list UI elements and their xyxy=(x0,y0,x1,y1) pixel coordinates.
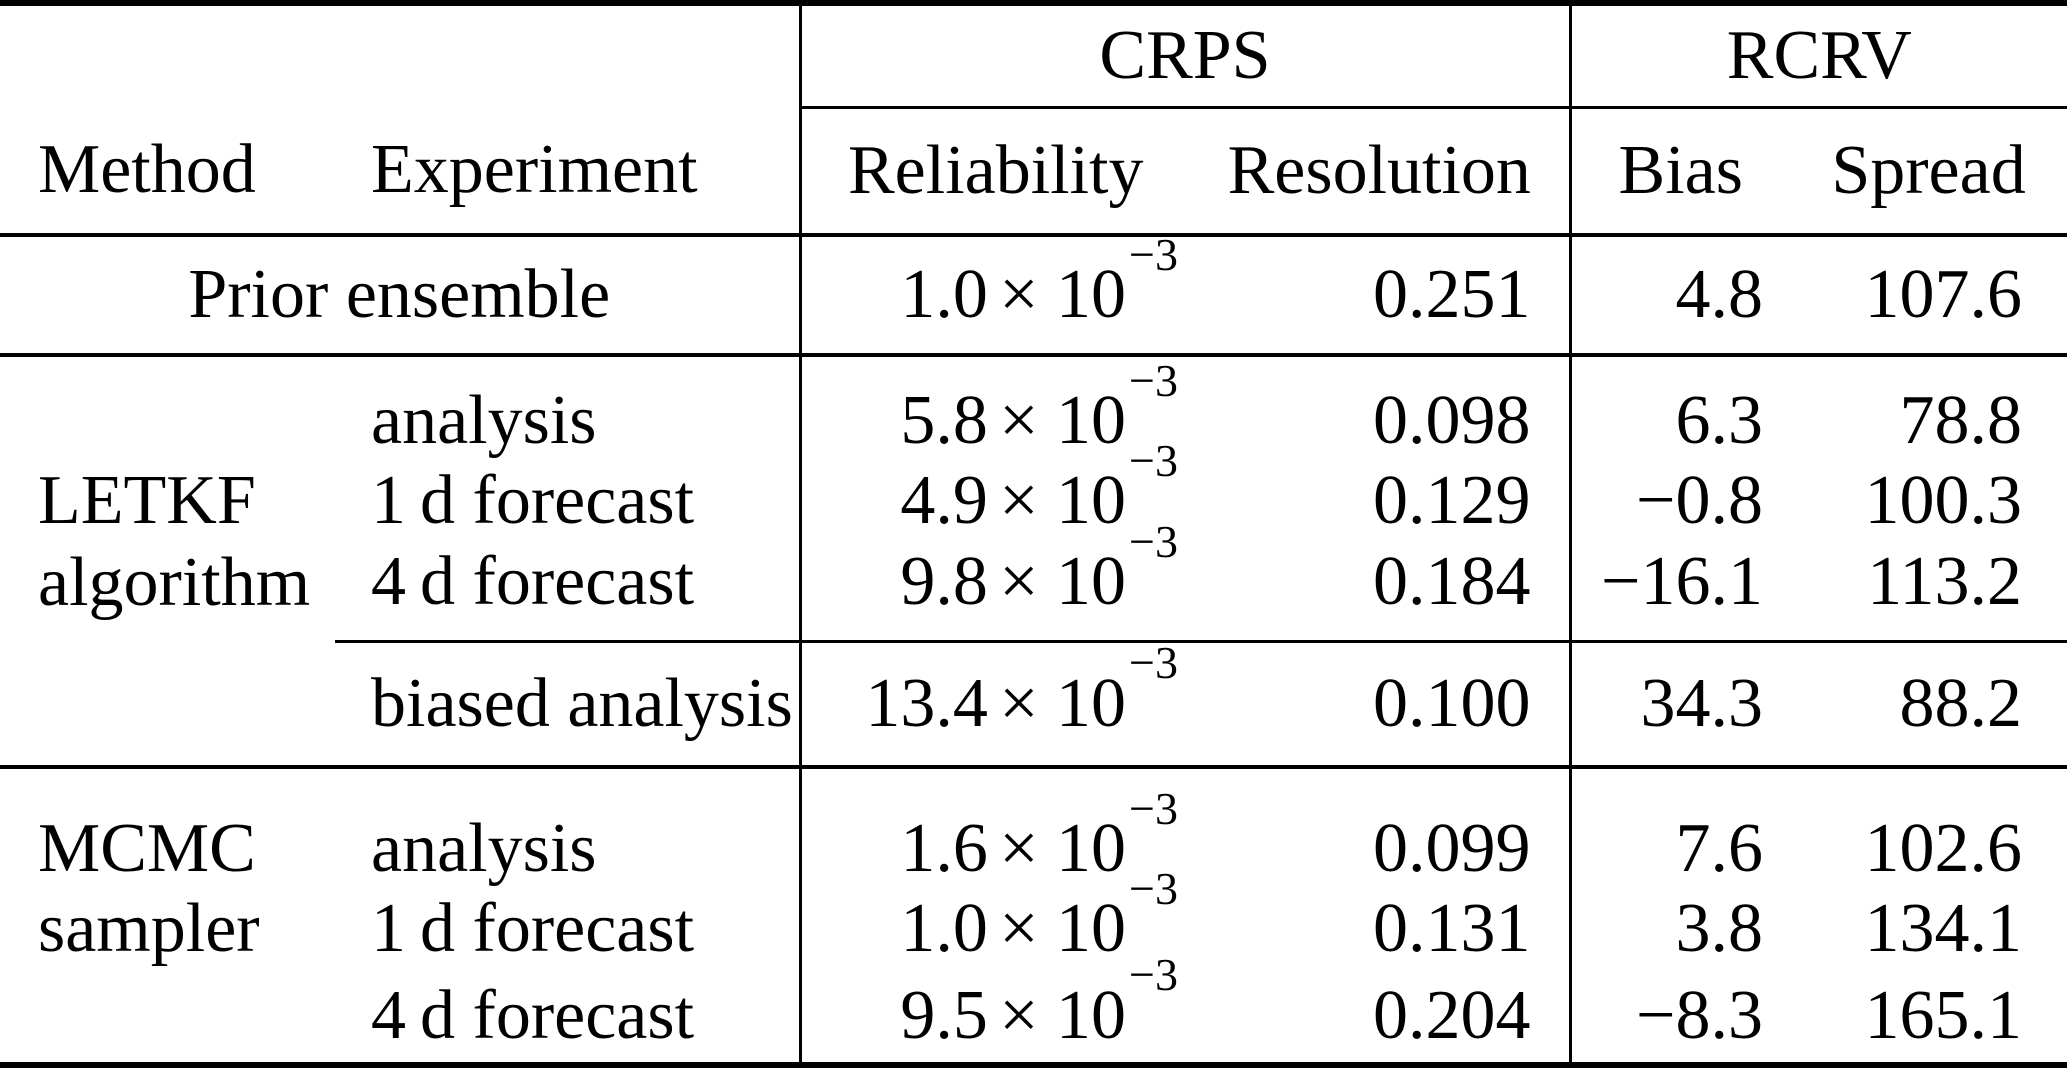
resolution-value: 0.098 xyxy=(1373,382,1531,459)
reliability-coefficient: 1.0 xyxy=(900,890,988,967)
col-header-resolution: Resolution xyxy=(1190,107,1570,237)
spread-value: 100.3 xyxy=(1864,462,2023,539)
times-ten: × 10 xyxy=(999,543,1127,621)
row-prior-ensemble: Prior ensemble 1.0 × 10−3 0.251 4.8 107.6 xyxy=(0,231,2067,357)
times-ten: × 10 xyxy=(999,976,1127,1054)
reliability-value: 9.8 × 10−3 xyxy=(798,518,1190,643)
resolution-value: 0.184 xyxy=(1190,541,1570,643)
spread-value: 134.1 xyxy=(1864,890,2023,967)
row-mcmc-analysis: MCMC analysis 1.6 × 10−3 0.099 7.6 102.6 xyxy=(0,767,2067,889)
reliability-value: 5.8 × 10−3 xyxy=(798,354,1190,461)
prior-ensemble-label: Prior ensemble xyxy=(0,235,800,357)
spread-value: 165.1 xyxy=(1864,976,2023,1054)
reliability-exponent: −3 xyxy=(1129,434,1178,486)
reliability-exponent: −3 xyxy=(1129,637,1178,689)
reliability-coefficient: 1.6 xyxy=(900,810,988,887)
times-ten: × 10 xyxy=(999,890,1127,967)
bias-value: 3.8 xyxy=(1568,889,1790,969)
reliability-value: 1.6 × 10−3 xyxy=(798,767,1190,889)
group-header-row: CRPS RCRV xyxy=(0,3,2067,109)
group-header-spacer xyxy=(0,3,800,107)
column-header-row: Method Experiment Reliability Resolution… xyxy=(0,107,2067,237)
spread-value: 88.2 xyxy=(1790,641,2067,769)
row-letkf-1d-forecast: LETKF 1 d forecast 4.9 × 10−3 0.129 −0.8 … xyxy=(0,437,2067,541)
spread-value: 113.2 xyxy=(1790,541,2067,643)
spread-value: 78.8 xyxy=(1899,382,2023,459)
method-label: sampler xyxy=(38,890,260,967)
experiment-label: analysis xyxy=(371,382,597,459)
method-label xyxy=(0,969,335,1065)
method-label xyxy=(0,355,335,461)
bias-value: 7.6 xyxy=(1568,767,1790,889)
reliability-value: 1.0 × 10−3 xyxy=(798,231,1190,357)
reliability-exponent: −3 xyxy=(1129,228,1178,280)
times-ten: × 10 xyxy=(999,256,1127,333)
bias-value: 34.3 xyxy=(1568,641,1790,769)
row-letkf-4d-forecast: algorithm 4 d forecast 9.8 × 10−3 0.184 −… xyxy=(0,518,2067,643)
method-label: LETKF xyxy=(38,462,256,539)
experiment-label: analysis xyxy=(371,810,597,887)
resolution-value: 0.100 xyxy=(1190,641,1570,769)
reliability-exponent: −3 xyxy=(1129,354,1178,406)
experiment-label: 1 d forecast xyxy=(371,462,695,539)
col-header-spread: Spread xyxy=(1790,107,2067,237)
col-header-experiment: Experiment xyxy=(335,107,800,237)
resolution-value: 0.099 xyxy=(1373,810,1531,887)
reliability-coefficient: 1.0 xyxy=(900,256,988,333)
method-label xyxy=(0,641,335,769)
reliability-coefficient: 4.9 xyxy=(900,462,988,539)
bias-value: 6.3 xyxy=(1568,355,1790,461)
method-label: MCMC xyxy=(38,810,256,887)
resolution-value: 0.131 xyxy=(1373,890,1531,967)
experiment-label: 1 d forecast xyxy=(371,890,695,967)
reliability-coefficient: 9.5 xyxy=(900,976,988,1054)
times-ten: × 10 xyxy=(999,810,1127,887)
bias-value: 4.8 xyxy=(1568,235,1790,357)
reliability-exponent: −3 xyxy=(1129,862,1178,914)
resolution-value: 0.251 xyxy=(1190,235,1570,357)
reliability-value: 4.9 × 10−3 xyxy=(798,437,1190,541)
experiment-label: biased analysis xyxy=(335,641,800,769)
experiment-label: 4 d forecast xyxy=(371,976,695,1054)
row-mcmc-4d-forecast: 4 d forecast 9.5 × 10−3 0.204 −8.3 165.1 xyxy=(0,952,2067,1065)
reliability-coefficient: 9.8 xyxy=(900,543,988,621)
times-ten: × 10 xyxy=(999,382,1127,459)
reliability-coefficient: 13.4 xyxy=(865,664,988,742)
reliability-value: 1.0 × 10−3 xyxy=(798,865,1190,969)
bias-value: −0.8 xyxy=(1568,461,1790,541)
group-header-crps: CRPS xyxy=(798,3,1570,109)
times-ten: × 10 xyxy=(999,664,1127,742)
reliability-coefficient: 5.8 xyxy=(900,382,988,459)
reliability-value: 13.4 × 10−3 xyxy=(798,640,1190,769)
experiment-label: 4 d forecast xyxy=(335,541,800,643)
group-header-rcrv: RCRV xyxy=(1568,3,2067,109)
reliability-exponent: −3 xyxy=(1129,515,1178,567)
resolution-value: 0.204 xyxy=(1373,976,1531,1054)
col-header-reliability: Reliability xyxy=(798,107,1190,237)
times-ten: × 10 xyxy=(999,462,1127,539)
bias-value: −16.1 xyxy=(1568,541,1790,643)
reliability-exponent: −3 xyxy=(1129,782,1178,834)
spread-value: 102.6 xyxy=(1864,810,2023,887)
spread-value: 107.6 xyxy=(1790,235,2067,357)
resolution-value: 0.129 xyxy=(1373,462,1531,539)
row-mcmc-1d-forecast: sampler 1 d forecast 1.0 × 10−3 0.131 3.8… xyxy=(0,865,2067,969)
col-header-bias: Bias xyxy=(1568,107,1790,237)
reliability-exponent: −3 xyxy=(1129,949,1178,1001)
method-label: algorithm xyxy=(38,544,311,621)
bias-value: −8.3 xyxy=(1568,969,1790,1065)
row-letkf-biased-analysis: biased analysis 13.4 × 10−3 0.100 34.3 88… xyxy=(0,640,2067,769)
col-header-method: Method xyxy=(0,107,335,237)
reliability-value: 9.5 × 10−3 xyxy=(798,952,1190,1065)
row-letkf-analysis: analysis 5.8 × 10−3 0.098 6.3 78.8 xyxy=(0,355,2067,461)
